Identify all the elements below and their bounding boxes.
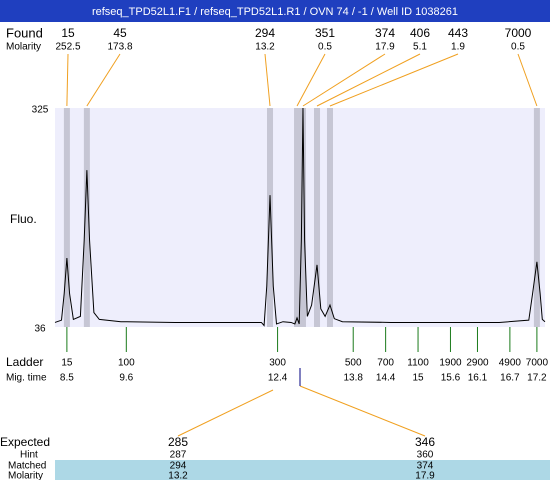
ladder-size: 700 xyxy=(377,358,394,369)
y-tick-label: 36 xyxy=(34,324,46,335)
ladder-label: Ladder xyxy=(6,355,43,369)
found-molarity: 1.9 xyxy=(451,42,465,53)
molarity-label: Molarity xyxy=(6,42,41,53)
ladder-size: 7000 xyxy=(526,358,549,369)
found-connector xyxy=(86,53,121,107)
found-size: 351 xyxy=(315,26,335,40)
found-size: 7000 xyxy=(505,26,532,40)
ladder-size: 2900 xyxy=(466,358,489,369)
found-connector xyxy=(264,53,271,107)
matched-molarity: 17.9 xyxy=(415,471,435,480)
peak-band xyxy=(314,108,321,327)
peak-band xyxy=(83,108,90,327)
hint-size: 360 xyxy=(417,450,434,461)
title: refseq_TPD52L1.F1 / refseq_TPD52L1.R1 / … xyxy=(92,6,458,18)
mig-time-label: Mig. time xyxy=(6,373,47,384)
matched-size: 294 xyxy=(170,461,187,472)
peak-band xyxy=(299,108,306,327)
ladder-time: 17.2 xyxy=(527,373,547,384)
peak-band xyxy=(326,108,333,327)
found-molarity: 173.8 xyxy=(107,42,132,53)
trace xyxy=(54,107,546,327)
ladder-size: 4900 xyxy=(499,358,522,369)
expected-size: 285 xyxy=(168,435,188,449)
matched-size: 374 xyxy=(417,461,434,472)
ladder-size: 1900 xyxy=(439,358,462,369)
ladder-time: 13.8 xyxy=(343,373,363,384)
matched-molarity: 13.2 xyxy=(168,471,188,480)
found-size: 374 xyxy=(375,26,395,40)
ladder-time: 9.6 xyxy=(119,373,133,384)
connector xyxy=(177,389,274,437)
found-label: Found xyxy=(6,25,43,40)
found-molarity: 0.5 xyxy=(511,42,525,53)
hint-size: 287 xyxy=(170,450,187,461)
molarity-label: Molarity xyxy=(8,471,43,480)
ladder-size: 100 xyxy=(118,358,135,369)
found-size: 406 xyxy=(410,26,430,40)
hint-label: Hint xyxy=(20,450,38,461)
ladder-time: 15.6 xyxy=(441,373,461,384)
found-size: 294 xyxy=(255,26,275,40)
found-connector xyxy=(296,53,326,107)
ladder-size: 500 xyxy=(345,358,362,369)
found-connector xyxy=(302,53,386,107)
found-molarity: 0.5 xyxy=(318,42,332,53)
found-connector xyxy=(329,53,459,107)
y-axis-label: Fluo. xyxy=(10,212,37,226)
ladder-time: 16.7 xyxy=(500,373,520,384)
ladder-time: 14.4 xyxy=(376,373,396,384)
ladder-time: 12.4 xyxy=(268,373,288,384)
peak-band xyxy=(533,108,540,327)
ladder-size: 300 xyxy=(269,358,286,369)
peak-band xyxy=(294,108,301,327)
matched-label: Matched xyxy=(8,461,46,472)
found-molarity: 5.1 xyxy=(413,42,427,53)
found-size: 443 xyxy=(448,26,468,40)
found-size: 45 xyxy=(113,26,127,40)
found-size: 15 xyxy=(61,26,75,40)
ladder-size: 1100 xyxy=(407,358,429,369)
connector xyxy=(299,385,426,437)
matched-band xyxy=(55,460,550,480)
found-molarity: 252.5 xyxy=(55,42,80,53)
found-connector xyxy=(316,53,421,107)
peak-band xyxy=(267,108,274,327)
ladder-time: 16.1 xyxy=(468,373,488,384)
title-bar xyxy=(0,0,550,22)
found-molarity: 17.9 xyxy=(375,42,395,53)
expected-size: 346 xyxy=(415,435,435,449)
ladder-time: 8.5 xyxy=(60,373,74,384)
y-tick-label: 325 xyxy=(32,105,49,116)
found-connector xyxy=(517,53,538,107)
ladder-time: 15 xyxy=(412,373,424,384)
expected-label: Expected xyxy=(0,435,50,449)
peak-band xyxy=(63,108,70,327)
found-molarity: 13.2 xyxy=(255,42,275,53)
found-connector xyxy=(66,53,69,107)
ladder-size: 15 xyxy=(61,358,73,369)
